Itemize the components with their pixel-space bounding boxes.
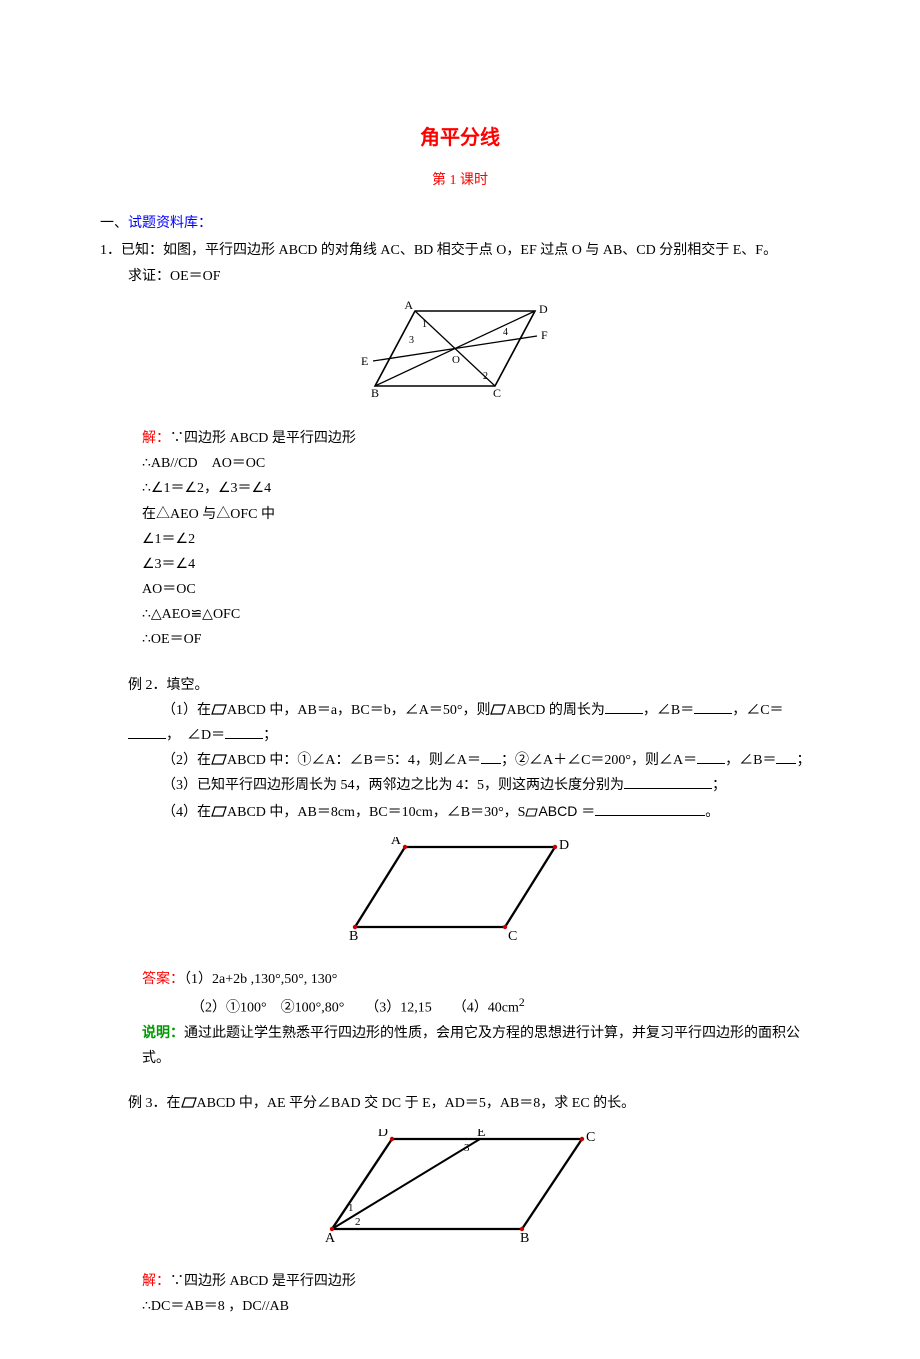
blank-9 — [595, 815, 705, 816]
label-B3: B — [520, 1231, 529, 1244]
sol1-s3: ∴∠1＝∠2，∠3＝∠4 — [142, 476, 820, 501]
p2-l2a: （2）在 — [162, 753, 211, 768]
p2-l2b: ABCD 中：①∠A：∠B＝5：4，则∠A＝ — [227, 753, 481, 768]
label-n2: 2 — [355, 1216, 361, 1228]
problem-1-number: 1． — [100, 243, 121, 258]
sol1-s2: ∴AB//CD AO＝OC — [142, 451, 820, 476]
p2-l4c: ABCD ＝ — [538, 803, 595, 819]
p3-header-a: 例 3．在 — [128, 1096, 181, 1111]
ans2-1: （1）2a+2b ,130°,50°, 130° — [184, 972, 337, 987]
p2-l2c: ；②∠A＋∠C＝200°，则∠A＝ — [501, 753, 697, 768]
blank-3 — [128, 738, 166, 739]
label-F: F — [541, 328, 548, 342]
p2-l1f: ， ∠D＝ — [166, 728, 225, 743]
sol1-s6: ∠3＝∠4 — [142, 552, 820, 577]
label-A2: A — [391, 837, 402, 848]
example-2-header: 例 2．填空。 — [128, 673, 820, 698]
parallelogram-icon — [211, 806, 227, 817]
figure-3: D E C A B 1 2 3 — [100, 1129, 820, 1253]
label-E3: E — [477, 1129, 486, 1140]
problem-1-prove: 求证：OE＝OF — [100, 264, 820, 289]
parallelogram-icon — [211, 754, 227, 765]
figure-1: A D B C E F O 1 2 3 4 — [100, 301, 820, 410]
blank-4 — [225, 738, 263, 739]
label-n3: 3 — [464, 1142, 470, 1154]
label-O: O — [452, 354, 460, 366]
ans2-sup: 2 — [519, 996, 525, 1009]
page-title: 角平分线 — [100, 120, 820, 156]
p2-l1a: （1）在 — [162, 703, 211, 718]
label-1: 1 — [422, 319, 427, 330]
parallelogram-icon — [525, 808, 538, 817]
label-D2: D — [559, 838, 569, 853]
label-C2: C — [508, 929, 517, 942]
sol1-s9: ∴OE＝OF — [142, 627, 820, 652]
label-E: E — [361, 354, 368, 368]
label-C: C — [493, 386, 501, 400]
problem-1: 1．已知：如图，平行四边形 ABCD 的对角线 AC、BD 相交于点 O，EF … — [100, 238, 820, 263]
label-B2: B — [349, 929, 358, 942]
section-prefix: 一、 — [100, 216, 128, 231]
section-label: 试题资料库： — [128, 216, 212, 231]
section-header: 一、试题资料库： — [100, 211, 820, 236]
p2-l3b: ； — [712, 778, 726, 793]
p2-l1d: ，∠B＝ — [643, 703, 694, 718]
label-A: A — [404, 301, 413, 312]
solution-1: 解：∵四边形 ABCD 是平行四边形 ∴AB//CD AO＝OC ∴∠1＝∠2，… — [100, 426, 820, 653]
sol1-s4: 在△AEO 与△OFC 中 — [142, 502, 820, 527]
answer-2: 答案：（1）2a+2b ,130°,50°, 130° （2）①100° ②10… — [100, 967, 820, 1021]
blank-5 — [481, 763, 501, 764]
label-2: 2 — [483, 371, 488, 382]
ans2-2: （2）①100° ②100°,80° （3）12,15 （4）40cm — [184, 1001, 519, 1016]
blank-6 — [697, 763, 725, 764]
sol1-s5: ∠1＝∠2 — [142, 527, 820, 552]
note-text: 通过此题让学生熟悉平行四边形的性质，会用它及方程的思想进行计算，并复习平行四边形… — [142, 1026, 800, 1066]
solution-3: 解：∵四边形 ABCD 是平行四边形 ∴DC＝AB＝8 ，DC//AB — [100, 1269, 820, 1319]
blank-8 — [624, 788, 712, 789]
blank-2 — [694, 713, 732, 714]
blank-1 — [605, 713, 643, 714]
parallelogram-icon — [181, 1097, 197, 1108]
p2-l3: （3）已知平行四边形周长为 54，两邻边之比为 4：5，则这两边长度分别为 — [162, 778, 624, 793]
p2-l1c: ABCD 的周长为 — [506, 703, 604, 718]
parallelogram-icon — [490, 704, 506, 715]
p2-l2e: ； — [796, 753, 810, 768]
p2-l2d: ，∠B＝ — [725, 753, 776, 768]
label-C3: C — [586, 1130, 595, 1145]
sol3-s2: ∴DC＝AB＝8 ，DC//AB — [142, 1294, 820, 1319]
p2-l4d: 。 — [705, 805, 719, 820]
note-label: 说明： — [142, 1026, 184, 1041]
sol1-s8: ∴△AEO≌△OFC — [142, 602, 820, 627]
page-subtitle: 第 1 课时 — [100, 168, 820, 193]
p3-header-b: ABCD 中，AE 平分∠BAD 交 DC 于 E，AD＝5，AB＝8，求 EC… — [197, 1096, 636, 1111]
p2-l4b: ABCD 中，AB＝8cm，BC＝10cm，∠B＝30°，S — [227, 805, 525, 820]
label-n1: 1 — [348, 1202, 354, 1214]
answer-label: 答案： — [142, 972, 184, 987]
label-D: D — [539, 302, 548, 316]
sol1-s1: ∵四边形 ABCD 是平行四边形 — [170, 431, 356, 446]
example-2: 例 2．填空。 （1）在 ABCD 中，AB＝a，BC＝b，∠A＝50°，则 ABC… — [100, 673, 820, 825]
label-4: 4 — [503, 327, 508, 338]
p2-l1g: ； — [263, 728, 277, 743]
p2-l1e: ，∠C＝ — [732, 703, 783, 718]
sol3-s1: ∵四边形 ABCD 是平行四边形 — [170, 1274, 356, 1289]
p2-l1b: ABCD 中，AB＝a，BC＝b，∠A＝50°，则 — [227, 703, 490, 718]
solution-3-label: 解： — [142, 1274, 170, 1289]
parallelogram-icon — [211, 704, 227, 715]
blank-7 — [776, 763, 796, 764]
label-D3: D — [378, 1129, 388, 1140]
p2-l4a: （4）在 — [162, 805, 211, 820]
example-3: 例 3．在 ABCD 中，AE 平分∠BAD 交 DC 于 E，AD＝5，AB＝8… — [100, 1091, 820, 1116]
label-B: B — [371, 386, 379, 400]
label-3: 3 — [409, 335, 414, 346]
solution-label: 解： — [142, 431, 170, 446]
label-A3: A — [325, 1231, 336, 1244]
problem-1-text: 已知：如图，平行四边形 ABCD 的对角线 AC、BD 相交于点 O，EF 过点… — [121, 243, 777, 258]
sol1-s7: AO＝OC — [142, 577, 820, 602]
note-2: 说明：通过此题让学生熟悉平行四边形的性质，会用它及方程的思想进行计算，并复习平行… — [100, 1021, 820, 1071]
figure-2: A D B C — [100, 837, 820, 951]
